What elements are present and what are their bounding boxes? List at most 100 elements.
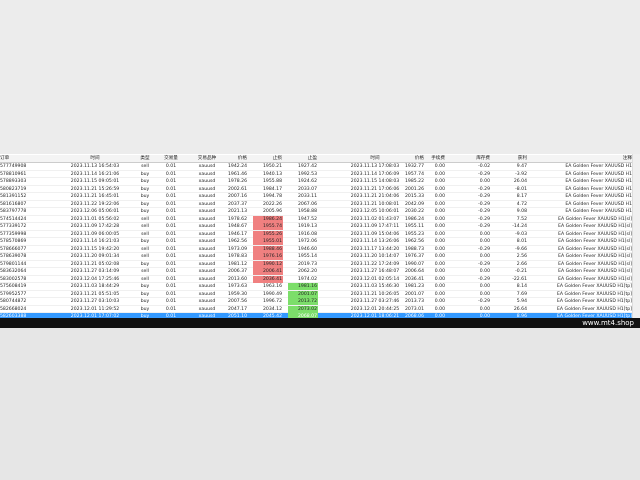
- column-header[interactable]: 手续费: [431, 156, 445, 161]
- table-cell: 1990.49: [263, 291, 282, 297]
- table-cell: 1927.42: [298, 164, 317, 169]
- table-row[interactable]: 575608419 2023.11.03 18:44:29 buy 0.01 xauus…: [0, 283, 633, 291]
- table-cell: xauusd: [198, 269, 216, 274]
- table-row[interactable]: 582668024 2023.12.01 11:29:52 buy 0.01 xauus…: [0, 305, 633, 313]
- table-row[interactable]: 583797778 2023.12.06 05:06:01 buy 0.01 xauus…: [0, 208, 633, 216]
- column-header[interactable]: 止盈: [307, 156, 317, 161]
- table-cell: 1972.06: [298, 239, 317, 244]
- sl-highlight: [253, 215, 283, 223]
- table-cell: 0.01: [165, 179, 177, 184]
- table-cell: 2022.26: [263, 201, 282, 207]
- sl-highlight: [253, 268, 283, 275]
- column-header[interactable]: 注释: [622, 156, 632, 161]
- table-cell: 1942.24: [228, 164, 247, 169]
- table-cell: 0.00: [434, 246, 445, 252]
- table-cell: 1978.62: [228, 216, 247, 222]
- table-cell: 2023.12.04 17:25:46: [70, 276, 120, 282]
- table-cell: 1981.23: [405, 284, 424, 289]
- table-cell: 1988.46: [263, 246, 282, 252]
- table-cell: 0.00: [434, 201, 445, 207]
- column-header[interactable]: 交易品种: [197, 156, 217, 161]
- table-cell: 1932.77: [405, 164, 424, 169]
- table-cell: 8.17: [516, 194, 527, 199]
- table-cell: 0.00: [434, 239, 445, 244]
- table-cell: 0.01: [165, 261, 177, 267]
- table-cell: 1976.37: [405, 254, 424, 259]
- table-cell: xauusd: [198, 299, 216, 304]
- table-row[interactable]: 574514424 2023.11.01 05:56:02 sell 0.01 xauu…: [0, 215, 633, 223]
- table-cell: 1946.60: [298, 246, 317, 252]
- table-cell: 0.00: [434, 179, 445, 184]
- tp-highlight: [288, 305, 318, 313]
- table-cell: 2.56: [516, 254, 527, 259]
- table-cell: 2023.11.09 06:00:05: [70, 231, 120, 237]
- table-cell: 2006.64: [405, 269, 424, 274]
- table-row[interactable]: 577749908 2023.11.13 16:54:03 sell 0.01 xauu…: [0, 163, 633, 171]
- table-cell: 0.01: [165, 291, 177, 297]
- column-header[interactable]: 获利: [517, 156, 527, 161]
- table-row[interactable]: 583002578 2023.12.04 17:25:46 sell 0.01 xauu…: [0, 275, 633, 283]
- table-row[interactable]: 578810961 2023.11.14 16:21:06 buy 0.01 xauus…: [0, 171, 633, 178]
- table-cell: 2047.17: [228, 306, 247, 312]
- table-row[interactable]: 578666077 2023.11.15 19:42:20 sell 0.01 xauu…: [0, 245, 633, 253]
- table-row[interactable]: 578570869 2023.11.14 16:21:03 buy 0.01 xauus…: [0, 238, 633, 246]
- table-row[interactable]: 579801144 2023.11.21 05:02:08 buy 0.01 xauus…: [0, 260, 633, 268]
- table-cell: buy: [140, 299, 150, 304]
- table-cell: 0.00: [479, 291, 490, 297]
- tp-highlight: [288, 283, 318, 290]
- table-cell: 1961.46: [228, 171, 247, 177]
- table-cell: 2013.60: [228, 276, 247, 282]
- tp-highlight: [288, 290, 318, 298]
- table-cell: -0.29: [478, 209, 490, 214]
- table-cell: 2019.73: [298, 261, 317, 267]
- table-cell: 2013.72: [298, 299, 317, 304]
- table-cell: 8.14: [516, 284, 527, 289]
- table-cell: sell: [141, 231, 149, 237]
- table-cell: 0.00: [479, 231, 490, 237]
- column-header[interactable]: 订单: [0, 156, 10, 161]
- table-row[interactable]: 580823719 2023.11.21 15:26:59 buy 0.01 xauus…: [0, 186, 633, 193]
- table-row[interactable]: 578639078 2023.11.20 09:01:34 sell 0.01 xauu…: [0, 253, 633, 261]
- table-cell: 2042.09: [405, 201, 424, 207]
- table-cell: -0.29: [478, 276, 490, 282]
- column-header[interactable]: 时间: [370, 156, 380, 161]
- table-row[interactable]: 577339172 2023.11.09 17:42:28 sell 0.01 xauu…: [0, 223, 633, 231]
- column-header[interactable]: 止损: [272, 156, 282, 161]
- column-header[interactable]: 价格: [414, 156, 424, 161]
- table-cell: 2023.11.14 16:21:06: [70, 171, 120, 177]
- table-row[interactable]: 581616807 2023.11.22 19:22:06 buy 0.01 xauus…: [0, 201, 633, 208]
- table-cell: 0.00: [434, 306, 445, 312]
- table-cell: EA Golden Fever XAUUSD H1: [565, 171, 632, 177]
- table-cell: EA Golden Fever XAUUSD H1: [565, 186, 632, 192]
- table-cell: 0.00: [434, 186, 445, 192]
- table-cell: 0.00: [434, 209, 445, 214]
- table-cell: 2015.33: [405, 194, 424, 199]
- column-header[interactable]: 交易量: [164, 156, 178, 161]
- column-header[interactable]: 价格: [237, 156, 247, 161]
- column-header[interactable]: 类型: [140, 156, 150, 161]
- table-row[interactable]: 579952577 2023.11.21 05:51:05 buy 0.01 xauus…: [0, 290, 633, 298]
- table-cell: 578639078: [0, 254, 27, 259]
- table-cell: 578810961: [0, 171, 27, 177]
- table-row[interactable]: 580744872 2023.11.27 03:10:03 buy 0.01 xauus…: [0, 298, 633, 306]
- table-row[interactable]: 582603388 2023.12.01 17:07:02 buy 0.01 xauus…: [0, 313, 633, 319]
- table-cell: 2023.11.03 18:44:29: [70, 284, 120, 289]
- table-row[interactable]: 583632064 2023.11.27 03:14:09 sell 0.01 xauu…: [0, 268, 633, 276]
- table-cell: -0.29: [478, 261, 490, 267]
- table-cell: EA Golden Fever XAUUSD H1[sl]: [558, 261, 632, 267]
- table-row[interactable]: 581391152 2023.11.21 16:45:01 buy 0.01 xauus…: [0, 193, 633, 201]
- table-cell: -0.29: [478, 224, 490, 229]
- scrollbar[interactable]: [632, 154, 640, 319]
- table-cell: 0.00: [434, 216, 445, 222]
- column-header[interactable]: 库存费: [476, 156, 490, 161]
- table-row[interactable]: 578893303 2023.11.15 09:05:01 buy 0.01 xauus…: [0, 178, 633, 186]
- table-cell: 578666077: [0, 246, 27, 252]
- table-cell: 2005.96: [263, 209, 282, 214]
- column-header[interactable]: 时间: [90, 156, 100, 161]
- table-cell: 1988.73: [405, 246, 424, 252]
- table-row[interactable]: 577359998 2023.11.09 06:00:05 sell 0.01 xauu…: [0, 230, 633, 238]
- table-cell: 581391152: [0, 194, 27, 199]
- table-cell: 2023.11.27 03:10:03: [70, 299, 120, 304]
- table-cell: 1959.30: [228, 291, 247, 297]
